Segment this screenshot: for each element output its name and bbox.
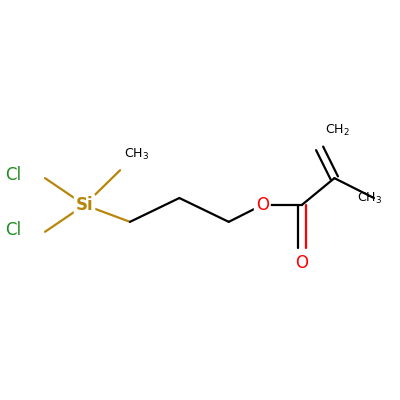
Text: CH$_3$: CH$_3$ <box>357 190 382 206</box>
Text: Si: Si <box>76 196 93 214</box>
Text: CH$_3$: CH$_3$ <box>124 147 149 162</box>
Text: Cl: Cl <box>5 166 21 184</box>
Text: CH$_2$: CH$_2$ <box>324 123 349 138</box>
Text: O: O <box>295 254 308 272</box>
Text: O: O <box>256 196 269 214</box>
Text: Cl: Cl <box>5 221 21 239</box>
